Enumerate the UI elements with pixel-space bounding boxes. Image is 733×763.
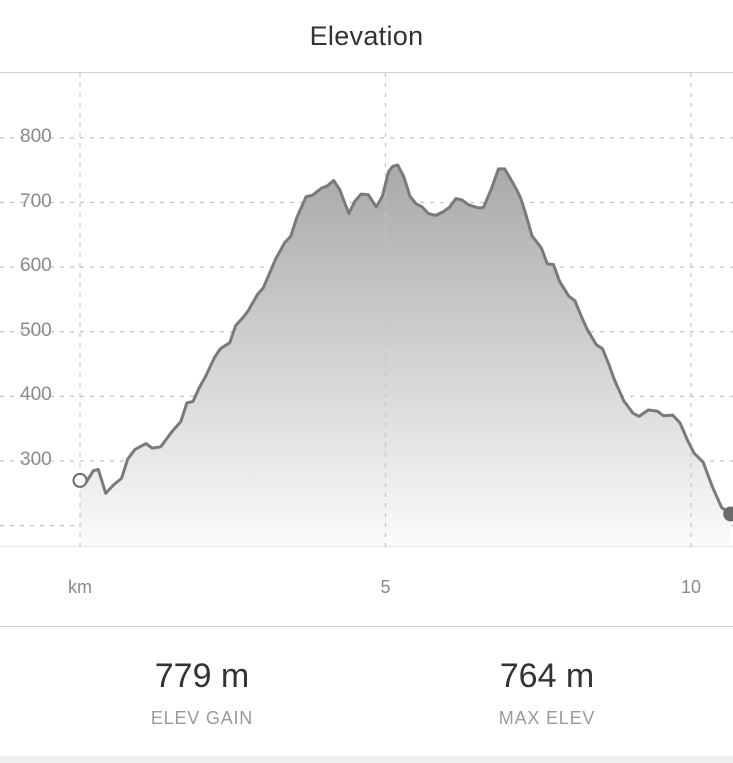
- y-tick-label: 500: [20, 319, 52, 341]
- elevation-area: [80, 165, 731, 547]
- elev-gain-label: ELEV GAIN: [150, 708, 254, 728]
- max-elev-value: 764 m: [499, 657, 595, 695]
- stats-panel: 779 m ELEV GAIN 764 m MAX ELEV: [0, 626, 733, 757]
- elev-gain-value: 779 m: [154, 657, 250, 695]
- x-axis-ticks: km 5 10: [0, 547, 733, 627]
- bottom-strip: [0, 756, 733, 763]
- elevation-chart: 800 700 600 500 400 300 km 5 10: [0, 73, 733, 626]
- elevation-plot: [0, 73, 733, 547]
- y-tick-label: 600: [20, 255, 52, 277]
- y-tick-label: 700: [20, 190, 52, 212]
- x-tick-label: 10: [680, 577, 702, 597]
- max-elev-label: MAX ELEV: [498, 708, 596, 728]
- y-tick-label: 300: [20, 449, 52, 470]
- end-marker: [723, 506, 733, 522]
- elev-gain-stat: 779 m ELEV GAIN: [52, 627, 352, 729]
- start-marker: [72, 472, 88, 488]
- x-tick-label: 5: [380, 577, 391, 597]
- y-tick-label: 400: [20, 384, 52, 406]
- chart-header: Elevation: [0, 0, 733, 73]
- elevation-line: [78, 163, 733, 516]
- chart-title: Elevation: [309, 20, 424, 51]
- x-axis-unit-label: km: [68, 577, 92, 597]
- y-tick-label: 800: [20, 125, 52, 147]
- max-elev-stat: 764 m MAX ELEV: [397, 627, 697, 729]
